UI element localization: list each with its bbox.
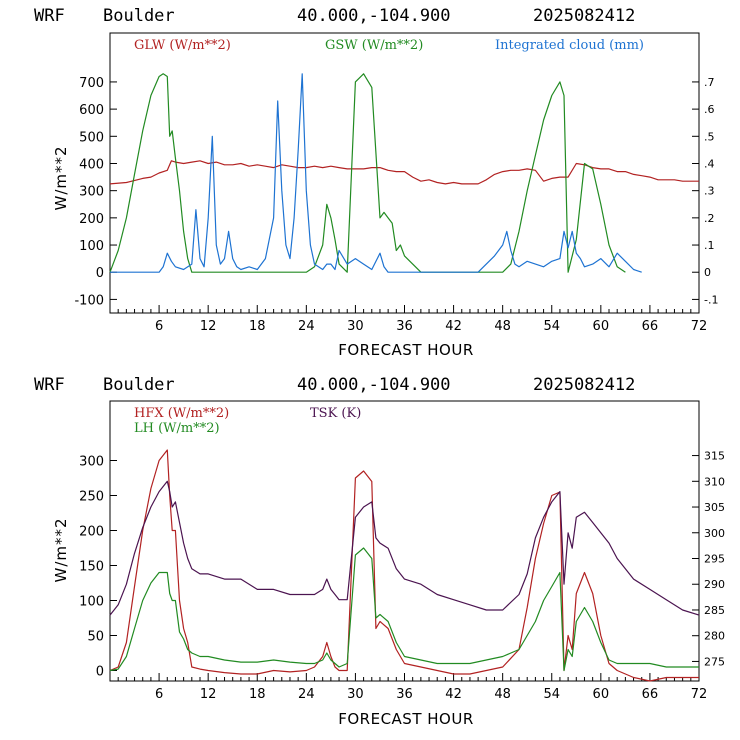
chart2-legend: HFX (W/m**2) LH (W/m**2) TSK (K) [134,406,361,436]
chart1-y-axis-label: W/m**2 [52,145,70,210]
chart1-series [109,73,699,273]
chart1-series-2-line [110,73,642,273]
chart1-x-tick-label: 6 [155,319,163,334]
chart1-y-tick-label: 600 [79,103,104,118]
chart1-y-tick-label: -100 [74,293,104,308]
chart2-y2-tick-label: 310 [704,475,725,488]
chart1-x-tick-label: 18 [249,319,266,334]
chart1-y2-tick-label: .3 [704,185,715,198]
chart1-y2-tick-label: .7 [704,76,715,89]
chart1-y2-tick-label: -.1 [704,293,718,306]
chart2-series [109,449,700,682]
chart2-x-tick-label: 72 [691,687,708,702]
chart2-init-time: 2025082412 [533,375,635,395]
legend-integrated-cloud: Integrated cloud (mm) [495,38,644,53]
chart1-y2-tick-label: .5 [704,130,715,143]
chart1-x-tick-label: 66 [642,319,659,334]
chart2-y2-tick-label: 285 [704,604,725,617]
chart1-y-tick-label: 700 [79,76,104,91]
chart1-x-tick-label: 60 [593,319,610,334]
chart2-y2-tick-label: 295 [704,553,725,566]
chart2-y-tick-label: 150 [79,560,104,575]
chart2-y-tick-label: 300 [79,455,104,470]
chart2-x-tick-label: 48 [494,687,511,702]
legend-tsk: TSK (K) [310,406,361,421]
chart1-y2-tick-label: .2 [704,212,715,225]
chart1-x-tick-label: 24 [298,319,315,334]
chart2-header: WRF Boulder 40.000,-104.900 2025082412 [34,375,635,395]
chart2-x-tick-label: 6 [155,687,163,702]
chart1-y-tick-label: 0 [96,266,104,281]
chart2-x-axis-label: FORECAST HOUR [338,710,474,728]
chart2-y2-tick-label: 280 [704,630,725,643]
chart2-location: Boulder [103,375,175,395]
chart2-x-tick-label: 30 [347,687,364,702]
legend-hfx: HFX (W/m**2) [134,406,229,421]
chart2-x-tick-label: 24 [298,687,315,702]
chart2-y-tick-label: 0 [96,665,104,680]
chart1-x-tick-label: 42 [445,319,462,334]
chart1-x-tick-label: 54 [543,319,560,334]
chart2-plot-frame [109,400,700,682]
chart2-y2-tick-label: 300 [704,527,725,540]
chart1-series-1-line [109,73,626,273]
chart2-y-tick-label: 100 [79,595,104,610]
chart1-x-tick-label: 30 [347,319,364,334]
chart2-series-0-line [109,449,699,682]
chart2-y2-tick-label: 305 [704,501,725,514]
chart1-y-tick-label: 300 [79,185,104,200]
chart2-y-tick-label: 200 [79,525,104,540]
chart1-x-tick-label: 36 [396,319,413,334]
chart1-y2-tick-label: .1 [704,239,715,252]
chart1-y-tick-label: 400 [79,157,104,172]
chart1-series-0-line [109,160,699,185]
chart2-y2-tick-label: 290 [704,578,725,591]
legend-gsw: GSW (W/m**2) [325,38,423,53]
chart2-y-tick-label: 50 [87,630,104,645]
chart2-x-tick-label: 42 [445,687,462,702]
chart2-y2-tick-label: 275 [704,655,725,668]
chart1-init-time: 2025082412 [533,6,635,26]
chart2-model: WRF [34,375,65,395]
chart1-y2-tick-label: .4 [704,157,715,170]
chart2-x-tick-label: 36 [396,687,413,702]
chart2-x-tick-label: 18 [249,687,266,702]
chart2-y-tick-label: 250 [79,490,104,505]
chart1-ticks: 6 12 18 24 30 36 42 48 54 60 66 72 -100 0 100 200 300 400… [74,76,718,334]
chart1-x-tick-label: 12 [200,319,217,334]
chart1-y-tick-label: 500 [79,130,104,145]
chart2-x-tick-label: 60 [593,687,610,702]
chart1-coords: 40.000,-104.900 [297,6,451,26]
chart1-header: WRF Boulder 40.000,-104.900 2025082412 [34,6,635,26]
chart1-y2-tick-label: .6 [704,103,715,116]
chart1-plot-frame [109,32,700,314]
legend-glw: GLW (W/m**2) [134,38,231,53]
chart2-x-tick-label: 66 [642,687,659,702]
chart1-legend: GLW (W/m**2) GSW (W/m**2) Integrated clo… [134,38,644,53]
chart2-y2-tick-label: 315 [704,450,725,463]
chart1-y-tick-label: 100 [79,239,104,254]
chart1-y2-tick-label: 0 [704,266,711,279]
chart1-location: Boulder [103,6,175,26]
chart1-x-tick-label: 72 [691,319,708,334]
chart2-x-tick-label: 54 [543,687,560,702]
chart1-y-tick-label: 200 [79,212,104,227]
chart1-model: WRF [34,6,65,26]
chart2-series-2-line [109,480,700,616]
chart2-coords: 40.000,-104.900 [297,375,451,395]
chart2-series-1-line [109,547,699,672]
chart2-y-axis-label: W/m**2 [52,517,70,582]
chart2-x-tick-label: 12 [200,687,217,702]
chart2-ticks: 6 12 18 24 30 36 42 48 54 60 66 72 0 50 100 150 200 250 30… [79,450,725,702]
chart1-x-tick-label: 48 [494,319,511,334]
legend-lh: LH (W/m**2) [134,421,220,436]
chart1-x-axis-label: FORECAST HOUR [338,341,474,359]
